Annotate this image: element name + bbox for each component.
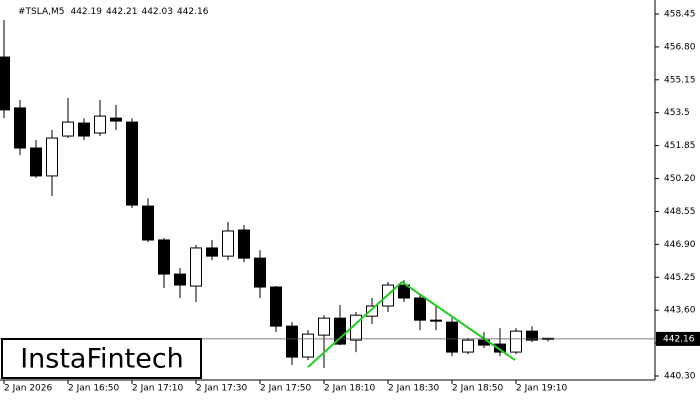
candle-body	[222, 230, 234, 257]
x-tick-label: 2 Jan 2026	[4, 384, 52, 394]
y-tick-label: 455.15	[664, 75, 696, 85]
candle-body	[14, 107, 26, 149]
candle-body	[62, 121, 74, 137]
candle-body	[94, 115, 106, 134]
candle-body	[494, 343, 506, 353]
y-tick-label: 453.5	[664, 108, 690, 118]
candle-body	[398, 284, 410, 299]
y-tick-label: 446.90	[664, 240, 696, 250]
candle-body	[414, 297, 426, 321]
candle-body	[446, 321, 458, 353]
header-high: 442.21	[106, 7, 138, 17]
x-tick-label: 2 Jan 17:50	[260, 384, 312, 394]
candle-body	[526, 330, 538, 341]
y-tick-label: 440.30	[664, 372, 696, 382]
candle-body	[206, 247, 218, 257]
candle-body	[30, 147, 42, 177]
candle-body	[174, 273, 186, 286]
candle-body	[0, 56, 10, 111]
candle-body	[366, 305, 378, 317]
x-tick-label: 2 Jan 17:30	[196, 384, 248, 394]
candle-body	[190, 247, 202, 287]
logo: InstaFintech	[20, 344, 184, 375]
candle-body	[318, 317, 330, 336]
logo-box	[1, 338, 202, 379]
chart-title: #TSLA,M5	[18, 7, 64, 17]
candle-body	[158, 239, 170, 275]
candle-body	[302, 333, 314, 358]
x-tick-label: 2 Jan 17:10	[132, 384, 184, 394]
header-close: 442.16	[177, 7, 209, 17]
x-tick-label: 2 Jan 18:50	[452, 384, 504, 394]
candle-body	[510, 330, 522, 353]
candle-body	[270, 286, 282, 327]
x-tick-label: 2 Jan 18:10	[324, 384, 376, 394]
candle-body	[430, 319, 442, 322]
current-price-label: 442.16	[663, 334, 695, 344]
y-tick-label: 450.20	[664, 174, 696, 184]
candle-body	[126, 121, 138, 206]
candle-body	[142, 205, 154, 241]
y-tick-label: 451.85	[664, 141, 696, 151]
y-tick-label: 445.25	[664, 273, 696, 283]
candle-body	[334, 317, 346, 345]
current-price-box	[656, 331, 700, 346]
x-tick-label: 2 Jan 16:50	[68, 384, 120, 394]
candle-body	[238, 229, 250, 259]
chart-header: #TSLA,M5 442.19 442.21 442.03 442.16	[18, 7, 209, 17]
header-low: 442.03	[141, 7, 173, 17]
y-tick-label: 456.80	[664, 42, 696, 52]
y-tick-label: 443.60	[664, 306, 696, 316]
candle-body	[46, 137, 58, 177]
candle-body	[110, 117, 122, 122]
candle-body	[254, 257, 266, 288]
y-tick-label: 448.55	[664, 207, 696, 217]
header-open: 442.19	[70, 7, 102, 17]
x-tick-label: 2 Jan 19:10	[516, 384, 568, 394]
candle-body	[286, 325, 298, 358]
y-tick-label: 458.45	[664, 9, 696, 19]
x-tick-label: 2 Jan 18:30	[388, 384, 440, 394]
candle-body	[462, 339, 474, 353]
candle-body	[78, 122, 90, 137]
